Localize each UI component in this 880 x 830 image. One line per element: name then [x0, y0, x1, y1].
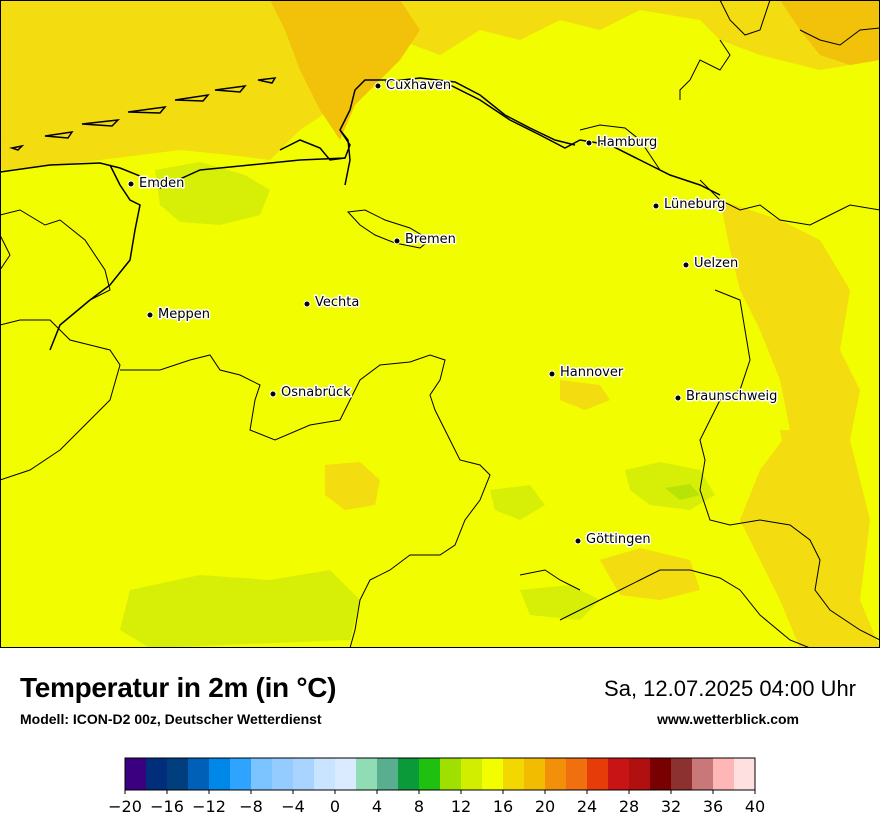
legend-swatch — [482, 758, 504, 790]
state-borders — [0, 0, 880, 648]
legend-swatch — [524, 758, 546, 790]
legend-swatch — [419, 758, 441, 790]
legend-tick-label: −4 — [281, 797, 305, 816]
temperature-field-cooler-harz — [665, 484, 700, 500]
legend-swatch — [230, 758, 252, 790]
legend-swatch — [335, 758, 357, 790]
legend-tick-label: −8 — [239, 797, 263, 816]
legend-swatch — [608, 758, 630, 790]
city-uelzen: Uelzen — [682, 255, 740, 273]
legend-swatch — [146, 758, 168, 790]
chart-title: Temperatur in 2m (in °C) — [20, 672, 337, 703]
city-braunschweig: Braunschweig — [674, 388, 779, 406]
city-hannover: Hannover — [548, 364, 625, 382]
legend-swatch — [251, 758, 273, 790]
temperature-field-east-patch — [780, 430, 850, 500]
city-label: Emden — [139, 176, 184, 191]
city-cuxhaven: Cuxhaven — [374, 77, 453, 95]
city-markers: Cuxhaven Hamburg Emden Lüneburg Bremen U… — [127, 77, 779, 549]
city-label: Vechta — [315, 295, 359, 310]
legend-swatch — [566, 758, 588, 790]
legend-swatch — [440, 758, 462, 790]
temperature-field-patch-1 — [325, 462, 380, 510]
legend-swatch — [671, 758, 693, 790]
legend-swatch — [356, 758, 378, 790]
coastline — [0, 79, 721, 196]
legend-tick-label: −12 — [192, 797, 226, 816]
legend-tick-label: 20 — [535, 797, 555, 816]
forecast-datetime: Sa, 12.07.2025 04:00 Uhr — [604, 676, 856, 701]
temperature-field-cool-south — [120, 570, 360, 648]
legend-tick-label: 4 — [372, 797, 382, 816]
city-label: Bremen — [405, 232, 456, 247]
website-link[interactable]: www.wetterblick.com — [657, 711, 799, 727]
legend-tick-label: 0 — [330, 797, 340, 816]
elbe-river — [384, 77, 576, 146]
legend-frame — [124, 757, 756, 791]
city-label: Cuxhaven — [386, 78, 451, 93]
city-label: Meppen — [158, 307, 210, 322]
east-frisian-islands — [9, 77, 277, 151]
legend-swatch — [314, 758, 336, 790]
city-label: Hamburg — [597, 135, 657, 150]
city-label: Lüneburg — [664, 197, 725, 212]
legend-swatch — [188, 758, 210, 790]
model-info: Modell: ICON-D2 00z, Deutscher Wetterdie… — [20, 711, 322, 727]
city-label: Göttingen — [586, 532, 651, 547]
city-label: Hannover — [560, 365, 624, 380]
legend-tick-label: 32 — [661, 797, 681, 816]
city-meppen: Meppen — [146, 306, 211, 324]
legend-swatch — [377, 758, 399, 790]
temperature-field-east-warm — [720, 200, 880, 648]
legend-tick-label: 12 — [451, 797, 471, 816]
legend-swatch — [713, 758, 735, 790]
jade-coast — [279, 139, 346, 161]
temperature-field-patch-2 — [560, 380, 610, 410]
city-vechta: Vechta — [303, 294, 361, 312]
temperature-field-ne-warmer — [780, 0, 880, 65]
legend-swatch — [398, 758, 420, 790]
city-osnabrueck: Osnabrück — [269, 384, 353, 402]
temperature-field-cool-se — [520, 585, 600, 620]
legend-tick-label: 8 — [414, 797, 424, 816]
legend-tick-label: 36 — [703, 797, 723, 816]
legend-tick-label: 40 — [745, 797, 765, 816]
city-lueneburg: Lüneburg — [652, 196, 727, 214]
legend-swatch — [692, 758, 714, 790]
legend-tick-label: 24 — [577, 797, 597, 816]
temperature-field-sea-warmer — [270, 0, 420, 140]
legend-swatch — [167, 758, 189, 790]
legend-tick-label: −20 — [108, 797, 142, 816]
legend-tick-label: 28 — [619, 797, 639, 816]
city-bremen: Bremen — [393, 231, 457, 249]
legend-swatch — [461, 758, 483, 790]
temperature-map: Cuxhaven Hamburg Emden Lüneburg Bremen U… — [0, 0, 880, 648]
temperature-field-cool-sw — [490, 485, 545, 520]
legend-swatch — [587, 758, 609, 790]
weser-river — [339, 129, 351, 186]
temperature-field-nw-warm — [0, 0, 285, 140]
temperature-legend: −20 −16 −12 −8 −4 0 4 8 12 16 20 24 28 32 36 40 — [100, 754, 780, 824]
city-goettingen: Göttingen — [574, 531, 652, 549]
legend-swatch — [272, 758, 294, 790]
temperature-field-cool-harz — [625, 462, 715, 510]
legend-swatch — [209, 758, 231, 790]
legend-swatch — [734, 758, 756, 790]
city-label: Braunschweig — [686, 389, 777, 404]
city-emden: Emden — [127, 175, 186, 193]
legend-tick-label: −16 — [150, 797, 184, 816]
legend-swatch — [650, 758, 672, 790]
legend-swatch — [125, 758, 147, 790]
legend-swatch — [629, 758, 651, 790]
legend-swatch — [545, 758, 567, 790]
city-hamburg: Hamburg — [585, 134, 659, 152]
ems-coast — [49, 164, 141, 351]
legend-tick-label: 16 — [493, 797, 513, 816]
city-label: Uelzen — [694, 256, 738, 271]
city-label: Osnabrück — [281, 385, 351, 400]
legend-swatch — [503, 758, 525, 790]
legend-swatch — [293, 758, 315, 790]
